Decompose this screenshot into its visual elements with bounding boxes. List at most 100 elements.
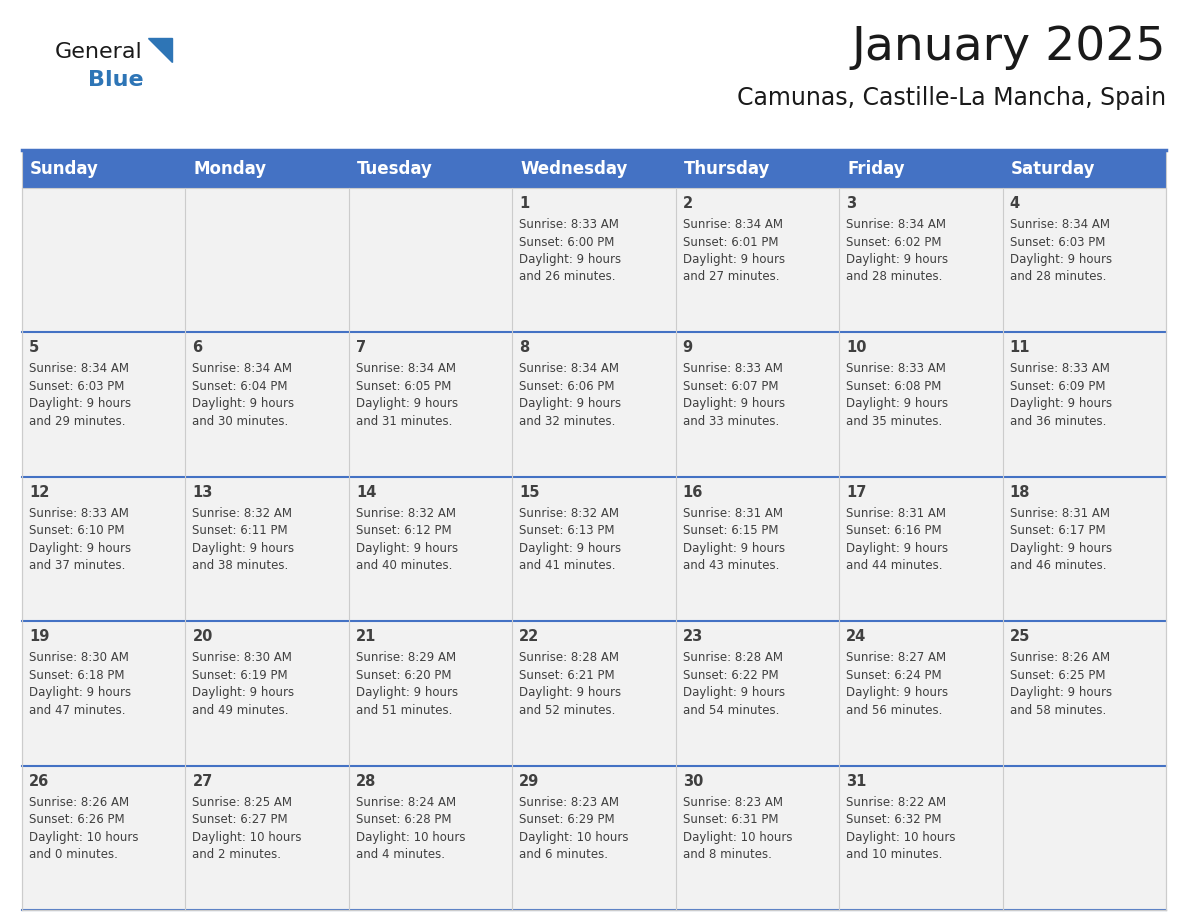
Text: Sunrise: 8:26 AM
Sunset: 6:26 PM
Daylight: 10 hours
and 0 minutes.: Sunrise: 8:26 AM Sunset: 6:26 PM Dayligh…	[29, 796, 139, 861]
Bar	[839, 476, 1003, 621]
Text: Sunrise: 8:28 AM
Sunset: 6:21 PM
Daylight: 9 hours
and 52 minutes.: Sunrise: 8:28 AM Sunset: 6:21 PM Dayligh…	[519, 651, 621, 717]
Bar	[839, 332, 1003, 476]
Text: Sunrise: 8:34 AM
Sunset: 6:01 PM
Daylight: 9 hours
and 27 minutes.: Sunrise: 8:34 AM Sunset: 6:01 PM Dayligh…	[683, 218, 785, 284]
Bar	[349, 332, 512, 476]
Bar	[185, 476, 349, 621]
Bar	[1003, 621, 1165, 766]
Text: Sunrise: 8:33 AM
Sunset: 6:00 PM
Daylight: 9 hours
and 26 minutes.: Sunrise: 8:33 AM Sunset: 6:00 PM Dayligh…	[519, 218, 621, 284]
Bar	[23, 188, 185, 332]
Text: Sunrise: 8:34 AM
Sunset: 6:03 PM
Daylight: 9 hours
and 28 minutes.: Sunrise: 8:34 AM Sunset: 6:03 PM Dayligh…	[1010, 218, 1112, 284]
Bar	[1003, 188, 1165, 332]
Text: 4: 4	[1010, 196, 1019, 211]
Text: 21: 21	[356, 629, 377, 644]
Text: Sunrise: 8:26 AM
Sunset: 6:25 PM
Daylight: 9 hours
and 58 minutes.: Sunrise: 8:26 AM Sunset: 6:25 PM Dayligh…	[1010, 651, 1112, 717]
Text: Monday: Monday	[194, 160, 266, 178]
Bar	[23, 766, 185, 910]
Text: 23: 23	[683, 629, 703, 644]
Text: 29: 29	[519, 774, 539, 789]
Bar	[23, 476, 185, 621]
Text: Blue: Blue	[88, 70, 144, 90]
Text: 12: 12	[29, 485, 50, 499]
Text: Sunrise: 8:33 AM
Sunset: 6:08 PM
Daylight: 9 hours
and 35 minutes.: Sunrise: 8:33 AM Sunset: 6:08 PM Dayligh…	[846, 363, 948, 428]
Text: Tuesday: Tuesday	[356, 160, 432, 178]
Bar	[512, 332, 676, 476]
Text: Sunrise: 8:28 AM
Sunset: 6:22 PM
Daylight: 9 hours
and 54 minutes.: Sunrise: 8:28 AM Sunset: 6:22 PM Dayligh…	[683, 651, 785, 717]
Text: 3: 3	[846, 196, 857, 211]
Polygon shape	[148, 38, 172, 62]
Text: 1: 1	[519, 196, 530, 211]
Text: 15: 15	[519, 485, 539, 499]
Text: 28: 28	[356, 774, 377, 789]
Text: Thursday: Thursday	[684, 160, 770, 178]
Text: Sunrise: 8:30 AM
Sunset: 6:19 PM
Daylight: 9 hours
and 49 minutes.: Sunrise: 8:30 AM Sunset: 6:19 PM Dayligh…	[192, 651, 295, 717]
Text: Sunrise: 8:25 AM
Sunset: 6:27 PM
Daylight: 10 hours
and 2 minutes.: Sunrise: 8:25 AM Sunset: 6:27 PM Dayligh…	[192, 796, 302, 861]
Bar	[185, 188, 349, 332]
Text: 19: 19	[29, 629, 50, 644]
Text: Sunrise: 8:31 AM
Sunset: 6:16 PM
Daylight: 9 hours
and 44 minutes.: Sunrise: 8:31 AM Sunset: 6:16 PM Dayligh…	[846, 507, 948, 572]
Text: 17: 17	[846, 485, 866, 499]
Text: Saturday: Saturday	[1011, 160, 1095, 178]
Text: 7: 7	[356, 341, 366, 355]
Bar	[1003, 332, 1165, 476]
Bar	[1003, 766, 1165, 910]
Bar	[185, 332, 349, 476]
Text: 6: 6	[192, 341, 202, 355]
Bar	[839, 766, 1003, 910]
Text: Sunrise: 8:23 AM
Sunset: 6:31 PM
Daylight: 10 hours
and 8 minutes.: Sunrise: 8:23 AM Sunset: 6:31 PM Dayligh…	[683, 796, 792, 861]
Bar	[512, 766, 676, 910]
Text: 14: 14	[356, 485, 377, 499]
Text: Friday: Friday	[847, 160, 905, 178]
Text: Sunrise: 8:29 AM
Sunset: 6:20 PM
Daylight: 9 hours
and 51 minutes.: Sunrise: 8:29 AM Sunset: 6:20 PM Dayligh…	[356, 651, 459, 717]
Bar	[839, 621, 1003, 766]
Text: Sunrise: 8:24 AM
Sunset: 6:28 PM
Daylight: 10 hours
and 4 minutes.: Sunrise: 8:24 AM Sunset: 6:28 PM Dayligh…	[356, 796, 466, 861]
Text: 5: 5	[29, 341, 39, 355]
Text: General: General	[55, 42, 143, 62]
Bar	[23, 150, 1165, 188]
Text: Sunrise: 8:30 AM
Sunset: 6:18 PM
Daylight: 9 hours
and 47 minutes.: Sunrise: 8:30 AM Sunset: 6:18 PM Dayligh…	[29, 651, 131, 717]
Text: Camunas, Castille-La Mancha, Spain: Camunas, Castille-La Mancha, Spain	[737, 86, 1165, 110]
Text: Sunrise: 8:34 AM
Sunset: 6:05 PM
Daylight: 9 hours
and 31 minutes.: Sunrise: 8:34 AM Sunset: 6:05 PM Dayligh…	[356, 363, 459, 428]
Bar	[349, 188, 512, 332]
Text: Sunrise: 8:32 AM
Sunset: 6:11 PM
Daylight: 9 hours
and 38 minutes.: Sunrise: 8:32 AM Sunset: 6:11 PM Dayligh…	[192, 507, 295, 572]
Bar	[676, 476, 839, 621]
Text: Sunrise: 8:34 AM
Sunset: 6:02 PM
Daylight: 9 hours
and 28 minutes.: Sunrise: 8:34 AM Sunset: 6:02 PM Dayligh…	[846, 218, 948, 284]
Text: Sunrise: 8:33 AM
Sunset: 6:07 PM
Daylight: 9 hours
and 33 minutes.: Sunrise: 8:33 AM Sunset: 6:07 PM Dayligh…	[683, 363, 785, 428]
Text: Sunrise: 8:34 AM
Sunset: 6:06 PM
Daylight: 9 hours
and 32 minutes.: Sunrise: 8:34 AM Sunset: 6:06 PM Dayligh…	[519, 363, 621, 428]
Bar	[1003, 476, 1165, 621]
Bar	[839, 188, 1003, 332]
Text: Sunrise: 8:32 AM
Sunset: 6:13 PM
Daylight: 9 hours
and 41 minutes.: Sunrise: 8:32 AM Sunset: 6:13 PM Dayligh…	[519, 507, 621, 572]
Text: 24: 24	[846, 629, 866, 644]
Text: 27: 27	[192, 774, 213, 789]
Text: Sunrise: 8:34 AM
Sunset: 6:03 PM
Daylight: 9 hours
and 29 minutes.: Sunrise: 8:34 AM Sunset: 6:03 PM Dayligh…	[29, 363, 131, 428]
Bar	[185, 621, 349, 766]
Bar	[512, 188, 676, 332]
Text: Sunrise: 8:33 AM
Sunset: 6:09 PM
Daylight: 9 hours
and 36 minutes.: Sunrise: 8:33 AM Sunset: 6:09 PM Dayligh…	[1010, 363, 1112, 428]
Text: Sunrise: 8:22 AM
Sunset: 6:32 PM
Daylight: 10 hours
and 10 minutes.: Sunrise: 8:22 AM Sunset: 6:32 PM Dayligh…	[846, 796, 955, 861]
Text: 2: 2	[683, 196, 693, 211]
Text: Sunrise: 8:27 AM
Sunset: 6:24 PM
Daylight: 9 hours
and 56 minutes.: Sunrise: 8:27 AM Sunset: 6:24 PM Dayligh…	[846, 651, 948, 717]
Text: Sunrise: 8:32 AM
Sunset: 6:12 PM
Daylight: 9 hours
and 40 minutes.: Sunrise: 8:32 AM Sunset: 6:12 PM Dayligh…	[356, 507, 459, 572]
Text: 31: 31	[846, 774, 866, 789]
Text: 8: 8	[519, 341, 530, 355]
Text: 18: 18	[1010, 485, 1030, 499]
Text: 26: 26	[29, 774, 49, 789]
Text: 16: 16	[683, 485, 703, 499]
Bar	[676, 332, 839, 476]
Text: 13: 13	[192, 485, 213, 499]
Text: Sunrise: 8:31 AM
Sunset: 6:17 PM
Daylight: 9 hours
and 46 minutes.: Sunrise: 8:31 AM Sunset: 6:17 PM Dayligh…	[1010, 507, 1112, 572]
Text: January 2025: January 2025	[852, 25, 1165, 70]
Bar	[185, 766, 349, 910]
Text: 25: 25	[1010, 629, 1030, 644]
Bar	[512, 621, 676, 766]
Bar	[23, 332, 185, 476]
Text: 10: 10	[846, 341, 866, 355]
Text: 20: 20	[192, 629, 213, 644]
Bar	[349, 621, 512, 766]
Bar	[676, 621, 839, 766]
Bar	[676, 188, 839, 332]
Text: Wednesday: Wednesday	[520, 160, 627, 178]
Bar	[349, 766, 512, 910]
Bar	[676, 766, 839, 910]
Bar	[23, 621, 185, 766]
Bar	[349, 476, 512, 621]
